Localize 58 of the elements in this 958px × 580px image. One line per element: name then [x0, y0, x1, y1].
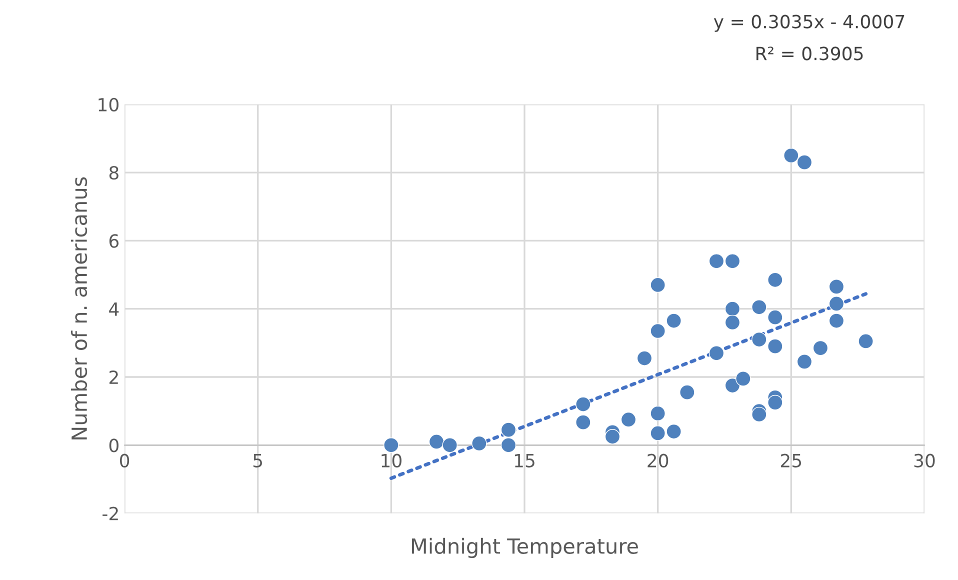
point	[752, 332, 767, 348]
y-axis-title: Number of n. americanus	[70, 177, 88, 440]
point	[500, 422, 516, 438]
point	[680, 384, 695, 400]
x-tick-label: 0	[120, 454, 130, 468]
text: y = 0.3035x - 4.0007	[714, 14, 904, 32]
point	[724, 301, 740, 316]
point	[768, 394, 783, 410]
point	[828, 296, 844, 312]
point	[858, 334, 874, 349]
point	[650, 426, 666, 441]
point	[812, 340, 828, 356]
point	[724, 314, 740, 330]
y-tick-label: 10	[98, 98, 118, 112]
point	[736, 371, 751, 386]
point	[620, 412, 636, 428]
point	[828, 279, 844, 294]
point	[442, 438, 458, 453]
y-tick-label: 6	[109, 234, 119, 248]
y-tick-label: 4	[109, 302, 119, 316]
x-tick-label: 15	[515, 454, 534, 468]
x-tick-label: 20	[648, 454, 668, 468]
x-axis-title: Midnight Temperature	[412, 538, 638, 558]
point	[796, 154, 812, 170]
y-tick-label: 2	[110, 370, 118, 384]
point	[666, 424, 682, 440]
point	[650, 406, 666, 422]
point	[576, 396, 591, 412]
point	[752, 300, 767, 315]
point	[500, 438, 516, 453]
point	[708, 254, 724, 269]
point	[636, 350, 652, 366]
point	[828, 313, 844, 328]
point	[768, 338, 783, 354]
text: R² = 0.3905	[756, 46, 863, 60]
point	[768, 272, 783, 288]
point	[752, 406, 767, 422]
point	[604, 429, 620, 444]
point	[428, 434, 444, 450]
point	[768, 310, 783, 325]
point	[724, 378, 740, 394]
point	[724, 254, 740, 269]
point	[708, 346, 724, 361]
y-tick-label: 0	[109, 438, 118, 452]
y-tick-label: 8	[109, 166, 118, 180]
y-tick-label: -2	[102, 506, 118, 520]
point	[796, 354, 812, 370]
point	[650, 323, 666, 339]
point	[576, 414, 591, 430]
point	[784, 148, 799, 164]
x-tick-label: 25	[780, 454, 802, 468]
point	[666, 313, 682, 328]
point	[650, 277, 666, 293]
x-tick-label: 5	[254, 454, 262, 468]
x-tick-label: 30	[914, 454, 935, 468]
x-tick-label: 10	[382, 454, 402, 468]
point	[384, 438, 399, 453]
point	[472, 436, 487, 452]
